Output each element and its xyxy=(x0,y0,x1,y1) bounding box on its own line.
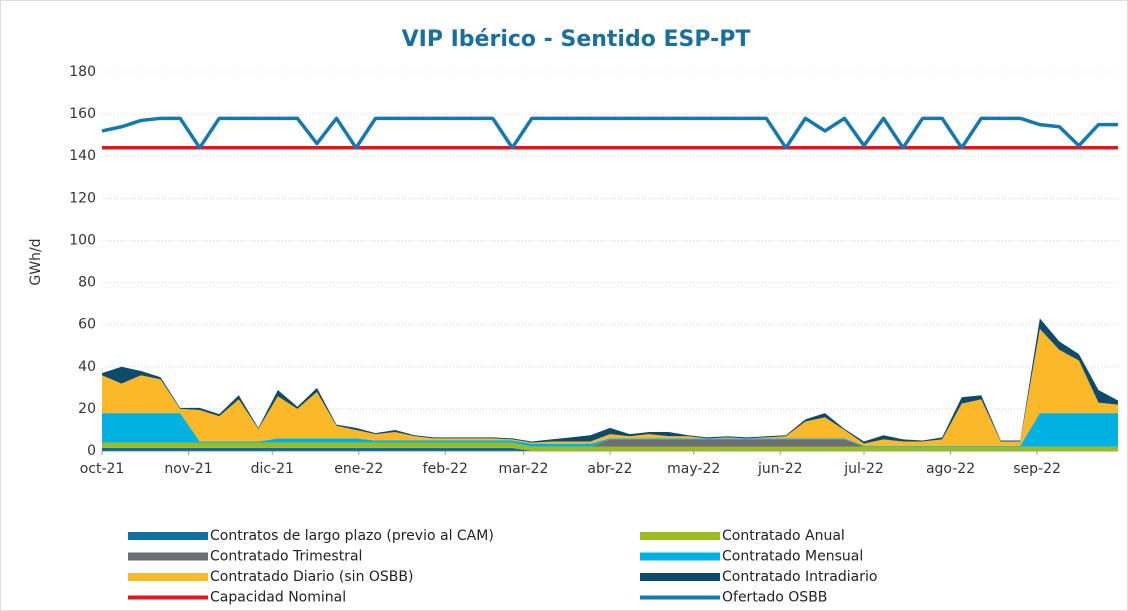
legend-swatch xyxy=(128,573,208,581)
x-tick-label: dic-21 xyxy=(251,461,294,477)
area xyxy=(102,447,1118,451)
x-tick-label: abr-22 xyxy=(587,461,632,477)
legend-label: Capacidad Nominal xyxy=(210,590,346,606)
legend-swatch xyxy=(128,595,208,600)
area xyxy=(102,439,1118,447)
legend-label: Contratado Diario (sin OSBB) xyxy=(210,569,413,585)
legend-label: Ofertado OSBB xyxy=(722,590,827,606)
legend-label: Contratado Intradiario xyxy=(722,569,877,585)
y-axis-label: GWh/d xyxy=(28,238,44,285)
y-tick-label: 60 xyxy=(78,317,96,333)
legend-swatch xyxy=(128,532,208,540)
x-tick-label: oct-21 xyxy=(80,461,125,477)
legend-label: Contratado Anual xyxy=(722,528,845,544)
legend-label: Contratado Trimestral xyxy=(210,549,362,565)
y-tick-label: 40 xyxy=(78,359,96,375)
x-tick-label: sep-22 xyxy=(1013,461,1061,477)
legend-swatch xyxy=(128,552,208,561)
y-tick-label: 120 xyxy=(69,190,96,206)
x-tick-label: may-22 xyxy=(667,461,720,477)
x-tick-label: feb-22 xyxy=(423,461,468,477)
y-tick-label: 0 xyxy=(87,443,96,459)
x-tick-label: jun-22 xyxy=(757,461,803,477)
y-tick-label: 180 xyxy=(69,64,96,80)
y-tick-label: 20 xyxy=(78,401,96,417)
x-tick-label: mar-22 xyxy=(498,461,548,477)
x-tick-label: nov-21 xyxy=(164,461,212,477)
area xyxy=(102,328,1118,446)
legend-swatch xyxy=(640,552,720,561)
y-tick-label: 160 xyxy=(69,106,96,122)
x-tick-label: jul-22 xyxy=(843,461,884,477)
x-tick-label: ago-22 xyxy=(926,461,975,477)
legend-swatch xyxy=(640,573,720,581)
y-tick-label: 80 xyxy=(78,275,96,291)
x-tick-label: ene-22 xyxy=(334,461,383,477)
legend-swatch xyxy=(640,532,720,540)
legend-label: Contratado Mensual xyxy=(722,549,863,565)
legend-swatch xyxy=(640,595,720,600)
y-tick-label: 140 xyxy=(69,148,96,164)
y-tick-label: 100 xyxy=(69,232,96,248)
chart-title: VIP Ibérico - Sentido ESP-PT xyxy=(402,27,751,52)
legend-label: Contratos de largo plazo (previo al CAM) xyxy=(210,528,494,544)
line xyxy=(101,116,1118,150)
